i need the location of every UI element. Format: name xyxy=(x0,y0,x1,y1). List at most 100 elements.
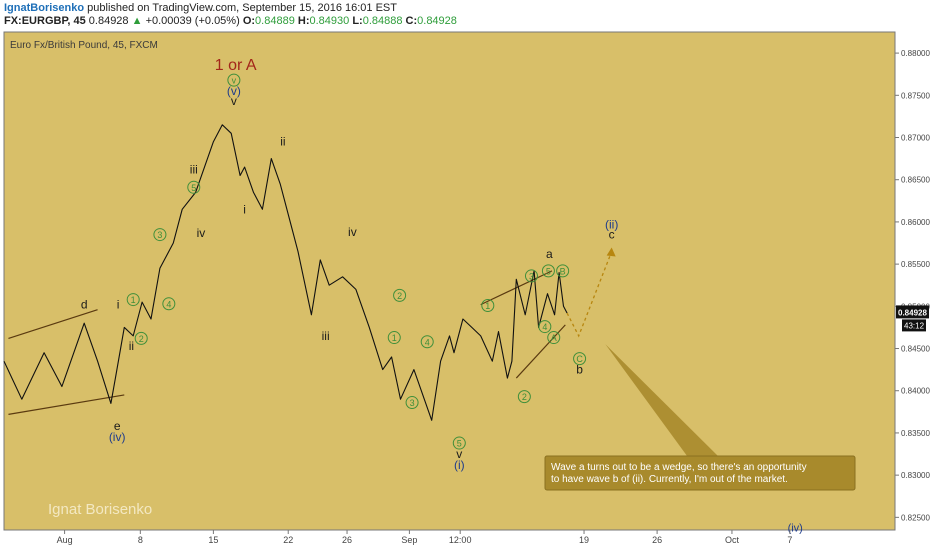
wave-circle xyxy=(452,436,466,450)
y-tick-label: 0.88000 xyxy=(901,49,930,58)
wave-label: (iv) xyxy=(109,430,126,444)
wave-circle-text: B xyxy=(560,266,566,276)
wave-circle-text: 4 xyxy=(425,337,430,347)
x-tick-label: 26 xyxy=(342,535,352,545)
callout-pointer-shape xyxy=(605,344,722,460)
wave-circle-text: 4 xyxy=(166,299,171,309)
price-tag-box xyxy=(896,305,929,319)
circled-wave-label: 3 xyxy=(524,269,538,283)
price-line xyxy=(3,124,568,421)
wave-circle xyxy=(547,331,561,345)
circled-wave-label: 3 xyxy=(405,396,419,410)
wave-label: i xyxy=(243,202,246,216)
price-series xyxy=(3,124,568,421)
circled-wave-label: 4 xyxy=(420,335,434,349)
y-tick-label: 0.86500 xyxy=(901,176,930,185)
x-tick-label: 26 xyxy=(652,535,662,545)
watermark: Ignat Borisenko xyxy=(48,501,152,518)
wave-label: (ii) xyxy=(605,217,618,231)
high-value: 0.84930 xyxy=(309,15,350,27)
wave-circle-text: C xyxy=(576,354,583,364)
change-value: +0.00039 (+0.05%) xyxy=(145,15,240,27)
projection-line xyxy=(566,251,613,338)
wave-circle-text: 5 xyxy=(457,439,462,449)
price-tag-text: 0.84928 xyxy=(898,308,927,317)
publish-text: published on TradingView.com, September … xyxy=(87,2,397,14)
circled-wave-label: 2 xyxy=(134,331,148,345)
wave-circle-text: A xyxy=(551,333,557,343)
author-link[interactable]: IgnatBorisenko xyxy=(4,2,85,14)
wave-label: e xyxy=(114,419,121,433)
wave-circle-text: v xyxy=(232,76,237,86)
wave-circle xyxy=(393,288,407,302)
callout-text: to have wave b of (ii). Currently, I'm o… xyxy=(551,474,788,485)
circled-wave-label: B xyxy=(556,264,570,278)
wave-circle xyxy=(573,352,587,366)
x-tick-label: 12:00 xyxy=(449,535,472,545)
y-tick-labels: 0.88000 0.87500 0.87000 0.86500 0.86000 0.855… xyxy=(895,49,930,522)
price-tags: 0.84928 43:12 xyxy=(896,305,929,332)
x-tick-labels: Aug 8 15 22 26 Sep 12:00 19 26 Oct 7 xyxy=(57,530,792,545)
chart-header: IgnatBorisenko published on TradingView.… xyxy=(0,0,932,28)
quote-line: FX:EURGBP, 45 0.84928 ▲ +0.00039 (+0.05%… xyxy=(4,15,457,27)
y-tick-label: 0.83000 xyxy=(901,471,930,480)
wave-label: iv xyxy=(348,225,357,239)
wave-circle xyxy=(153,228,167,242)
wave-circle xyxy=(481,298,495,312)
wave-circle xyxy=(517,390,531,404)
wave-circle-text: 5 xyxy=(546,266,551,276)
x-tick-label: 22 xyxy=(283,535,293,545)
y-tick-label: 0.87000 xyxy=(901,134,930,143)
wave-label: 1 or A xyxy=(215,57,257,74)
wave-label: iii xyxy=(190,163,198,177)
callout-pointer xyxy=(605,344,722,460)
y-tick-label: 0.82500 xyxy=(901,513,930,522)
circled-wave-label: A xyxy=(547,331,561,345)
wave-label: iii xyxy=(322,329,330,343)
circled-wave-label: v xyxy=(227,73,241,87)
x-tick-label: 8 xyxy=(138,535,143,545)
wave-circle xyxy=(538,320,552,334)
projection-arrowhead xyxy=(606,247,616,257)
wave-circle xyxy=(227,73,241,87)
close-value: 0.84928 xyxy=(417,15,457,27)
wave-label: i xyxy=(117,298,120,312)
wave-label: a xyxy=(546,247,553,261)
chart-area[interactable]: Euro Fx/British Pound, 45, FXCM Ignat Bo… xyxy=(0,28,932,550)
x-tick-label: 19 xyxy=(579,535,589,545)
circled-wave-label: 5 xyxy=(452,436,466,450)
instrument-label: Euro Fx/British Pound, 45, FXCM xyxy=(10,40,158,51)
circled-wave-label: 4 xyxy=(538,320,552,334)
wave-label: (iv) xyxy=(788,522,803,534)
wave-circle-text: 3 xyxy=(529,271,534,281)
countdown-box xyxy=(902,319,926,332)
low-key: L: xyxy=(352,15,363,27)
wedge-line xyxy=(8,309,98,339)
circled-wave-label: 5 xyxy=(187,180,201,194)
circled-wave-label: 3 xyxy=(153,228,167,242)
wave-circle xyxy=(126,293,140,307)
circled-wave-label: C xyxy=(573,352,587,366)
x-tick-label: Sep xyxy=(401,535,417,545)
wave-label: v xyxy=(456,447,462,461)
wave-circle xyxy=(420,335,434,349)
wave-circle xyxy=(524,269,538,283)
callout-text: Wave a turns out to be a wedge, so there… xyxy=(551,462,807,473)
y-tick-label: 0.83500 xyxy=(901,429,930,438)
y-tick-label: 0.86000 xyxy=(901,218,930,227)
wave-circle xyxy=(556,264,570,278)
last-price: 0.84928 xyxy=(88,15,129,27)
y-tick-label: 0.84500 xyxy=(901,345,930,354)
y-tick-label: 0.87500 xyxy=(901,91,930,100)
wave-label: (v) xyxy=(227,84,241,98)
wave-circle-text: 5 xyxy=(191,183,196,193)
circled-wave-label: 2 xyxy=(517,390,531,404)
callout-panel xyxy=(544,455,856,491)
wave-circle-text: 2 xyxy=(522,392,527,402)
callout-box: Wave a turns out to be a wedge, so there… xyxy=(544,455,856,491)
wave-circle xyxy=(541,264,555,278)
symbol-label: FX:EURGBP, 45 xyxy=(4,15,86,27)
wave-circle-text: 1 xyxy=(392,333,397,343)
price-chart[interactable]: Euro Fx/British Pound, 45, FXCM Ignat Bo… xyxy=(0,28,932,550)
